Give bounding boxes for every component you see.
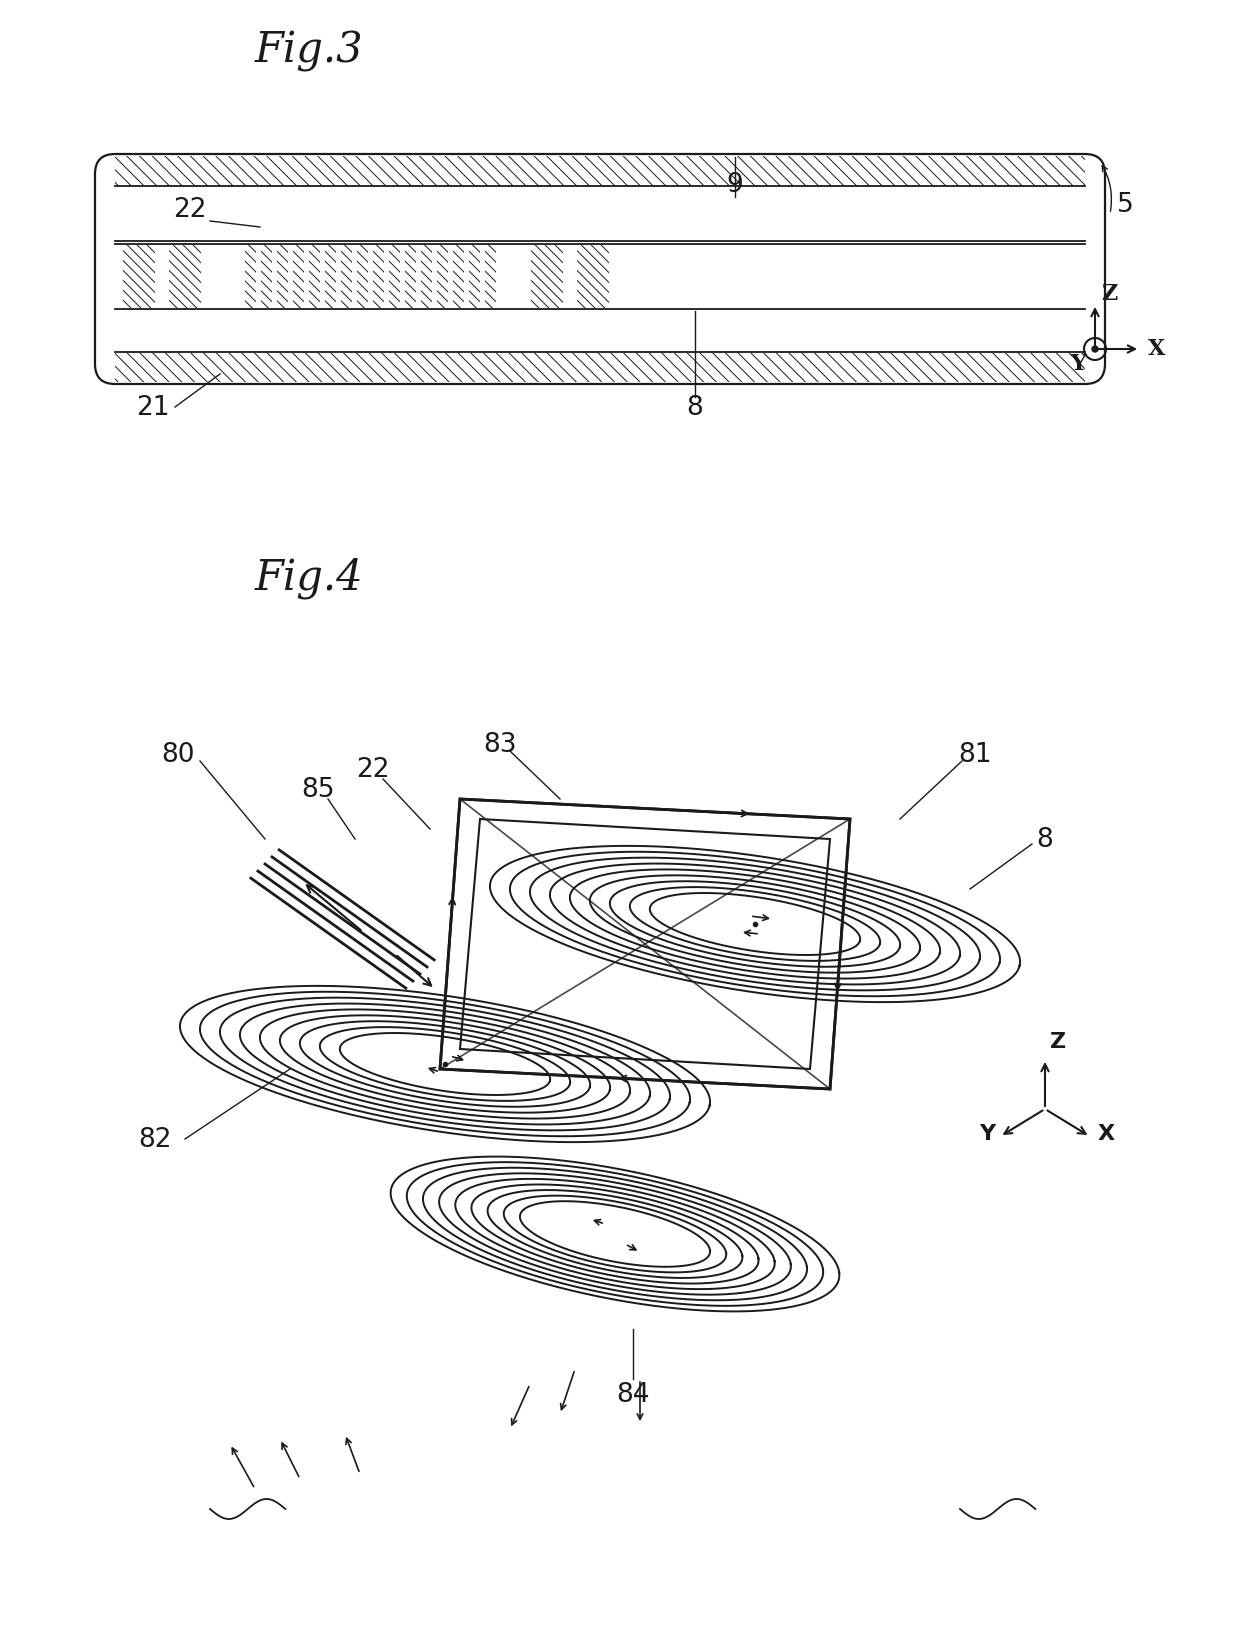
Text: X: X (1097, 1123, 1115, 1143)
Text: 81: 81 (959, 742, 992, 768)
Text: 22: 22 (356, 756, 389, 782)
Text: Fig.3: Fig.3 (255, 29, 363, 72)
Text: 83: 83 (484, 732, 517, 758)
Text: 85: 85 (301, 776, 335, 802)
Text: Z: Z (1050, 1032, 1066, 1051)
Polygon shape (440, 799, 849, 1089)
Text: 8: 8 (1037, 826, 1053, 852)
Text: Y: Y (980, 1123, 996, 1143)
Text: Z: Z (1101, 284, 1117, 305)
Text: 84: 84 (616, 1381, 650, 1407)
Text: 8: 8 (687, 394, 703, 421)
Text: 21: 21 (136, 394, 170, 421)
Text: 80: 80 (161, 742, 195, 768)
Text: 5: 5 (1117, 192, 1133, 218)
Text: X: X (1148, 337, 1166, 360)
Text: 9: 9 (727, 171, 743, 197)
Circle shape (1092, 347, 1097, 352)
FancyBboxPatch shape (95, 155, 1105, 385)
Text: 22: 22 (174, 197, 207, 223)
Text: Y: Y (1070, 352, 1086, 375)
Text: Fig.4: Fig.4 (255, 557, 363, 600)
Text: 82: 82 (138, 1126, 172, 1152)
